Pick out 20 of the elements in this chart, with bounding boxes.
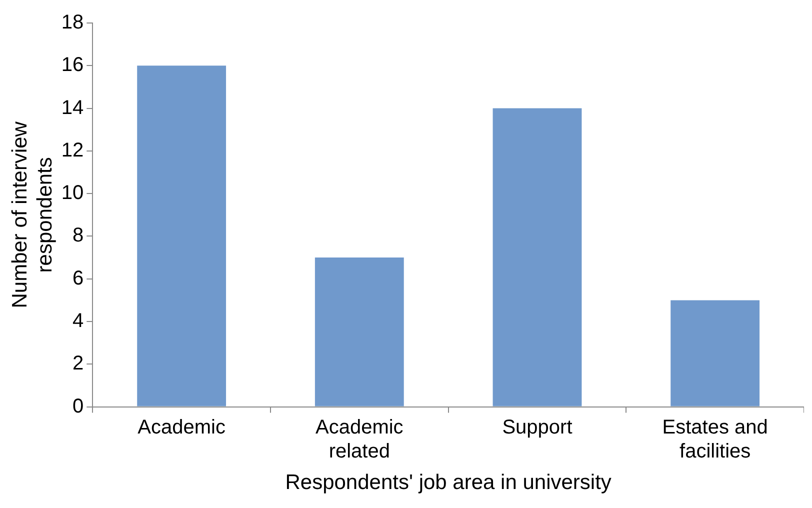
y-tick-label: 6 xyxy=(72,267,84,290)
y-tick-label: 16 xyxy=(61,54,84,76)
bar xyxy=(492,108,582,406)
bar xyxy=(137,66,226,406)
y-tick-label: 14 xyxy=(61,96,84,119)
bar xyxy=(314,258,404,406)
y-tick-label: 18 xyxy=(61,12,84,34)
x-axis-title: Respondents' job area in university xyxy=(285,471,612,494)
x-tick-label: Academic related xyxy=(316,416,404,462)
y-axis-title: Number of interview respondents xyxy=(8,120,57,308)
x-tick-label: Academic xyxy=(138,416,226,438)
bar xyxy=(670,300,760,406)
y-tick-label: 8 xyxy=(72,224,84,247)
y-tick-label: 12 xyxy=(61,139,84,162)
x-tick-label: Estates and facilities xyxy=(662,416,768,462)
y-tick-label: 4 xyxy=(72,310,84,332)
x-tick-label: Support xyxy=(502,416,573,438)
y-tick-label: 10 xyxy=(61,182,84,204)
y-tick-label: 0 xyxy=(72,395,84,418)
y-tick-label: 2 xyxy=(72,352,84,375)
